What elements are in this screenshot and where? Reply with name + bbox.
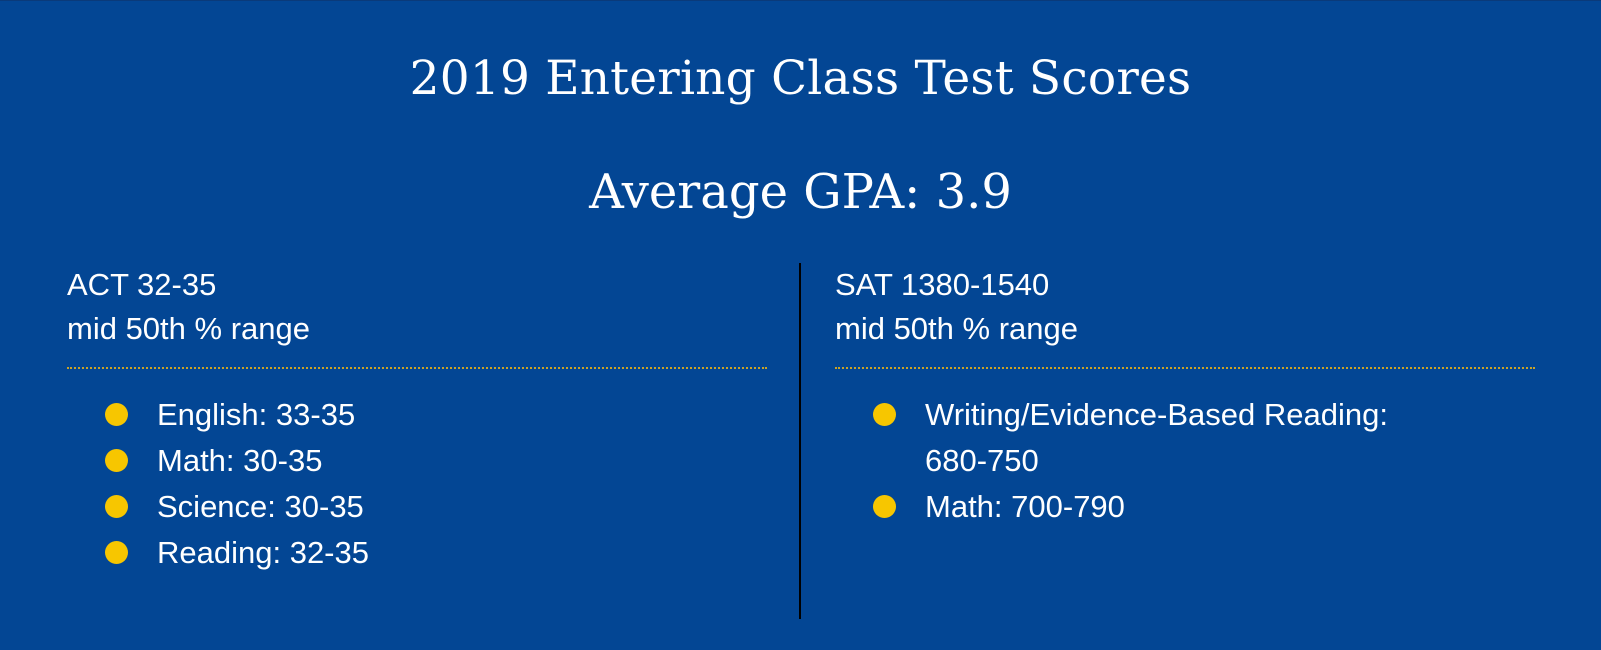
- sat-heading: SAT 1380-1540 mid 50th % range: [835, 263, 1535, 351]
- list-item: Math: 700-790: [835, 484, 1455, 530]
- column-divider: [799, 263, 801, 619]
- act-subscore-english: English: 33-35: [157, 397, 356, 432]
- sat-subscore-math: Math: 700-790: [925, 489, 1125, 524]
- bullet-dot-icon: [873, 495, 896, 518]
- sat-subscore-reading-writing: Writing/Evidence-Based Reading: 680-750: [925, 397, 1388, 478]
- sat-range-note: mid 50th % range: [835, 311, 1078, 346]
- bullet-dot-icon: [105, 449, 128, 472]
- list-item: Writing/Evidence-Based Reading: 680-750: [835, 392, 1455, 484]
- bullet-dot-icon: [105, 541, 128, 564]
- list-item: Science: 30-35: [67, 484, 767, 530]
- sat-subscore-list: Writing/Evidence-Based Reading: 680-750 …: [835, 392, 1455, 530]
- sat-dotted-rule: [835, 367, 1535, 369]
- page-title: 2019 Entering Class Test Scores: [409, 51, 1192, 106]
- sat-score-range: SAT 1380-1540: [835, 267, 1050, 302]
- sat-column: SAT 1380-1540 mid 50th % range Writing/E…: [835, 263, 1535, 524]
- bullet-dot-icon: [105, 403, 128, 426]
- act-subscore-math: Math: 30-35: [157, 443, 323, 478]
- bullet-dot-icon: [873, 403, 896, 426]
- bullet-dot-icon: [105, 495, 128, 518]
- act-subscore-reading: Reading: 32-35: [157, 535, 369, 570]
- act-score-range: ACT 32-35: [67, 267, 217, 302]
- act-range-note: mid 50th % range: [67, 311, 310, 346]
- act-column: ACT 32-35 mid 50th % range English: 33-3…: [67, 263, 767, 570]
- act-subscore-science: Science: 30-35: [157, 489, 364, 524]
- act-subscore-list: English: 33-35 Math: 30-35 Science: 30-3…: [67, 392, 767, 576]
- list-item: Reading: 32-35: [67, 530, 767, 576]
- list-item: English: 33-35: [67, 392, 767, 438]
- act-heading: ACT 32-35 mid 50th % range: [67, 263, 767, 351]
- list-item: Math: 30-35: [67, 438, 767, 484]
- average-gpa: Average GPA: 3.9: [589, 164, 1012, 220]
- act-dotted-rule: [67, 367, 767, 369]
